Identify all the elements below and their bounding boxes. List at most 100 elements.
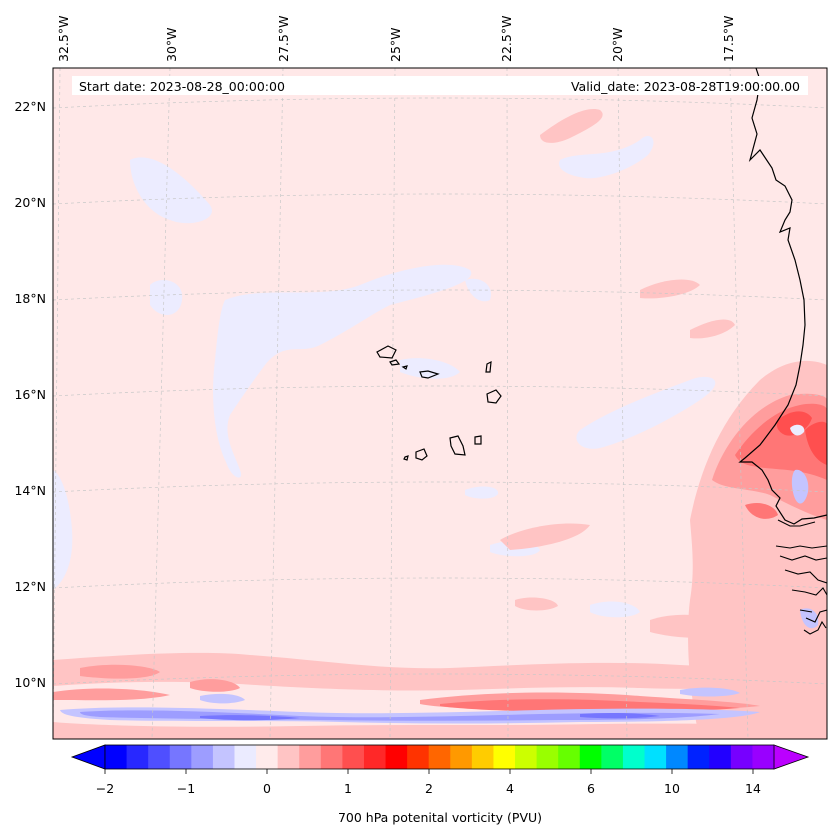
lat-tick-labels: 22°N 20°N 18°N 16°N 14°N 12°N 10°N (14, 99, 46, 690)
pv-negative-patch (150, 280, 183, 316)
colorbar-extend-max (773, 744, 810, 770)
pv-negative-patch (790, 424, 805, 436)
gridline-lat (53, 193, 827, 205)
lat-tick-label: 12°N (14, 579, 46, 594)
gridline-lon (53, 68, 61, 739)
colorbar-cells (105, 745, 775, 769)
colorbar-cell (320, 745, 343, 769)
lon-tick-label: 32.5°W (56, 16, 71, 62)
lon-tick-label: 17.5°W (721, 16, 736, 62)
pv-positive-patch (745, 503, 778, 519)
island-santiago (449, 435, 466, 456)
pv-field (53, 68, 827, 739)
colorbar-tick-label: 1 (344, 781, 352, 796)
island-boa-vista (486, 389, 502, 404)
colorbar-cell (730, 745, 754, 769)
date-banner (72, 76, 808, 95)
pv-negative-patch (53, 470, 73, 590)
colorbar-cell (644, 745, 667, 769)
colorbar-cell (450, 745, 473, 769)
pv-positive-patch (500, 523, 590, 550)
gridline-lat (53, 577, 827, 589)
colorbar-label: 700 hPa potenital vorticity (PVU) (338, 810, 542, 825)
gridline-lat (53, 289, 827, 301)
colorbar-cell (342, 745, 365, 769)
colorbar-cell (601, 745, 624, 769)
colorbar-cell (666, 745, 689, 769)
colorbar-tick-label: 4 (506, 781, 514, 796)
pv-positive-patch (540, 109, 603, 143)
island-sao-vicente (389, 359, 401, 366)
colorbar-cell (622, 745, 646, 769)
colorbar-tick-label: 2 (425, 781, 433, 796)
colorbar-cell (407, 745, 430, 769)
colorbar-cell (752, 745, 775, 769)
gridline-lon (151, 68, 171, 739)
gridline-lon (729, 68, 749, 739)
pv-positive-patch (53, 652, 827, 691)
colorbar-tick-label: −1 (177, 781, 195, 796)
pv-negative-patch (200, 715, 300, 721)
colorbar-cell (191, 745, 214, 769)
pv-negative-patch (465, 278, 491, 302)
colorbar-tick-label: 10 (664, 781, 680, 796)
colorbar-cell (385, 745, 408, 769)
pv-positive-patch (80, 664, 160, 679)
colorbar-tick-label: −2 (96, 781, 114, 796)
lon-tick-label: 30°W (164, 27, 179, 62)
cape-verde-islands (376, 345, 502, 461)
lat-tick-label: 10°N (14, 675, 46, 690)
island-maio (474, 435, 482, 445)
pv-positive-patch (190, 679, 240, 692)
colorbar-cell (687, 745, 710, 769)
map-frame (52, 67, 828, 740)
pv-negative-patch (580, 712, 660, 719)
pv-negative-patch (680, 687, 740, 697)
colorbar-cell (256, 745, 279, 769)
island-sao-nicolau (419, 370, 440, 379)
gridline-lat (53, 97, 827, 109)
pv-negative-patch (213, 264, 472, 478)
gridline-lat (53, 481, 827, 493)
pv-positive-patch (690, 319, 735, 339)
pv-positive-patch (640, 279, 700, 299)
pv-negative-patch (791, 469, 809, 504)
colorbar-ticks: −2 −1 0 1 2 4 6 10 14 (96, 769, 761, 796)
island-santo-antao (376, 345, 397, 359)
start-date: Start date: 2023-08-28_00:00:00 (79, 79, 285, 94)
gridline-lat (53, 673, 827, 685)
colorbar-cell (148, 745, 171, 769)
gridline-lat (53, 385, 827, 397)
colorbar-cell (579, 745, 602, 769)
pv-negative-patch (400, 358, 460, 379)
lon-tick-label: 25°W (388, 27, 403, 62)
african-coastline (738, 68, 827, 525)
lat-tick-label: 18°N (14, 291, 46, 306)
lon-tick-label: 27.5°W (276, 16, 291, 62)
colorbar: −2 −1 0 1 2 4 6 10 14 700 hPa potenital … (70, 744, 810, 825)
lon-tick-label: 20°W (610, 27, 625, 62)
lat-tick-label: 14°N (14, 483, 46, 498)
lon-tick-label: 22.5°W (499, 16, 514, 62)
pv-negative-patch (576, 376, 716, 449)
pv-positive-patch (805, 421, 827, 465)
pv-negative-patch (130, 157, 212, 224)
pv-negative-patch (559, 135, 654, 179)
pv-negative-patch (800, 608, 819, 629)
island-sal (485, 360, 492, 373)
island-santa-luzia (401, 365, 408, 370)
pv-positive-patch (53, 722, 827, 739)
colorbar-tick-label: 6 (587, 781, 595, 796)
colorbar-cell (105, 745, 128, 769)
colorbar-tick-label: 0 (263, 781, 271, 796)
colorbar-cell (126, 745, 149, 769)
colorbar-cell (363, 745, 387, 769)
colorbar-cell (471, 745, 495, 769)
colorbar-tick-label: 14 (745, 781, 761, 796)
pv-negative-patch (465, 486, 499, 499)
map-panel: Start date: 2023-08-28_00:00:00 Valid_da… (14, 16, 828, 740)
colorbar-cell (277, 745, 300, 769)
pv-positive-patch (515, 597, 558, 611)
colorbar-cell (558, 745, 581, 769)
